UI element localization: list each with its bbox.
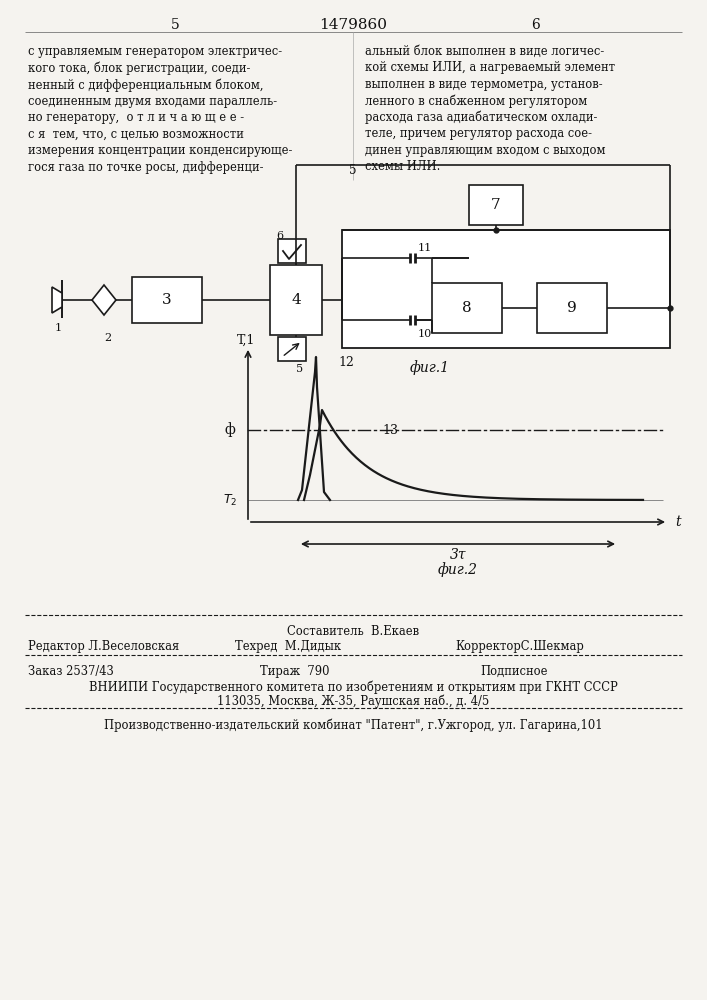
Text: Производственно-издательский комбинат "Патент", г.Ужгород, ул. Гагарина,101: Производственно-издательский комбинат "П… [104,718,602,732]
Text: 4: 4 [291,293,301,307]
Bar [132,277,202,323]
Text: 8: 8 [462,301,472,315]
Text: фиг.1: фиг.1 [410,361,450,375]
Text: Техред  М.Дидык: Техред М.Дидык [235,640,341,653]
Text: 5: 5 [296,364,303,374]
Text: 6: 6 [276,231,283,241]
Text: 3: 3 [162,293,172,307]
Text: 3τ: 3τ [450,548,466,562]
Text: выполнен в виде термометра, установ-: выполнен в виде термометра, установ- [365,78,602,91]
Text: Заказ 2537/43: Заказ 2537/43 [28,665,114,678]
Bar [432,283,502,333]
Text: расхода газа адиабатическом охлади-: расхода газа адиабатическом охлади- [365,111,597,124]
Text: ленного в снабженном регулятором: ленного в снабженном регулятором [365,95,588,108]
Text: фиг.2: фиг.2 [438,563,478,577]
Text: 5: 5 [349,163,357,176]
Bar [278,239,306,263]
Text: с управляемым генератором электричес-: с управляемым генератором электричес- [28,45,282,58]
Text: 12: 12 [338,356,354,368]
Text: Составитель  В.Екаев: Составитель В.Екаев [287,625,419,638]
Text: 1: 1 [54,323,62,333]
Text: 13: 13 [382,424,398,436]
Text: кого тока, блок регистрации, соеди-: кого тока, блок регистрации, соеди- [28,62,250,75]
Text: ф: ф [225,423,235,437]
Bar [469,185,523,225]
Text: измерения концентрации конденсирующе-: измерения концентрации конденсирующе- [28,144,293,157]
Text: но генератору,  о т л и ч а ю щ е е -: но генератору, о т л и ч а ю щ е е - [28,111,244,124]
Polygon shape [52,287,62,313]
Bar [342,230,670,348]
Text: динен управляющим входом с выходом: динен управляющим входом с выходом [365,144,605,157]
Text: соединенным двумя входами параллель-: соединенным двумя входами параллель- [28,95,277,107]
Text: с я  тем, что, с целью возможности: с я тем, что, с целью возможности [28,127,244,140]
Text: альный блок выполнен в виде логичес-: альный блок выполнен в виде логичес- [365,45,604,58]
Text: t: t [675,515,681,529]
Text: 7: 7 [491,198,501,212]
Bar [537,283,607,333]
Text: ВНИИПИ Государственного комитета по изобретениям и открытиям при ГКНТ СССР: ВНИИПИ Государственного комитета по изоб… [88,680,617,694]
Text: гося газа по точке росы, дифференци-: гося газа по точке росы, дифференци- [28,160,264,174]
Polygon shape [92,285,116,315]
Text: схемы ИЛИ.: схемы ИЛИ. [365,160,440,174]
Text: кой схемы ИЛИ, а нагреваемый элемент: кой схемы ИЛИ, а нагреваемый элемент [365,62,615,75]
Text: 6: 6 [531,18,539,32]
Text: Тираж  790: Тираж 790 [260,665,329,678]
Text: $T_2$: $T_2$ [223,492,237,508]
Text: ненный с дифференциальным блоком,: ненный с дифференциальным блоком, [28,78,264,92]
Text: теле, причем регулятор расхода сое-: теле, причем регулятор расхода сое- [365,127,592,140]
Bar [270,265,322,335]
Text: 9: 9 [567,301,577,315]
Text: T,1: T,1 [237,334,255,347]
Text: 113035, Москва, Ж-35, Раушская наб., д. 4/5: 113035, Москва, Ж-35, Раушская наб., д. … [217,695,489,708]
Text: 1479860: 1479860 [319,18,387,32]
Text: Подписное: Подписное [480,665,547,678]
Text: 5: 5 [170,18,180,32]
Bar [278,337,306,361]
Text: 11: 11 [418,243,432,253]
Text: 2: 2 [105,333,112,343]
Text: Редактор Л.Веселовская: Редактор Л.Веселовская [28,640,180,653]
Text: КорректорС.Шекмар: КорректорС.Шекмар [455,640,584,653]
Text: 10: 10 [418,329,432,339]
